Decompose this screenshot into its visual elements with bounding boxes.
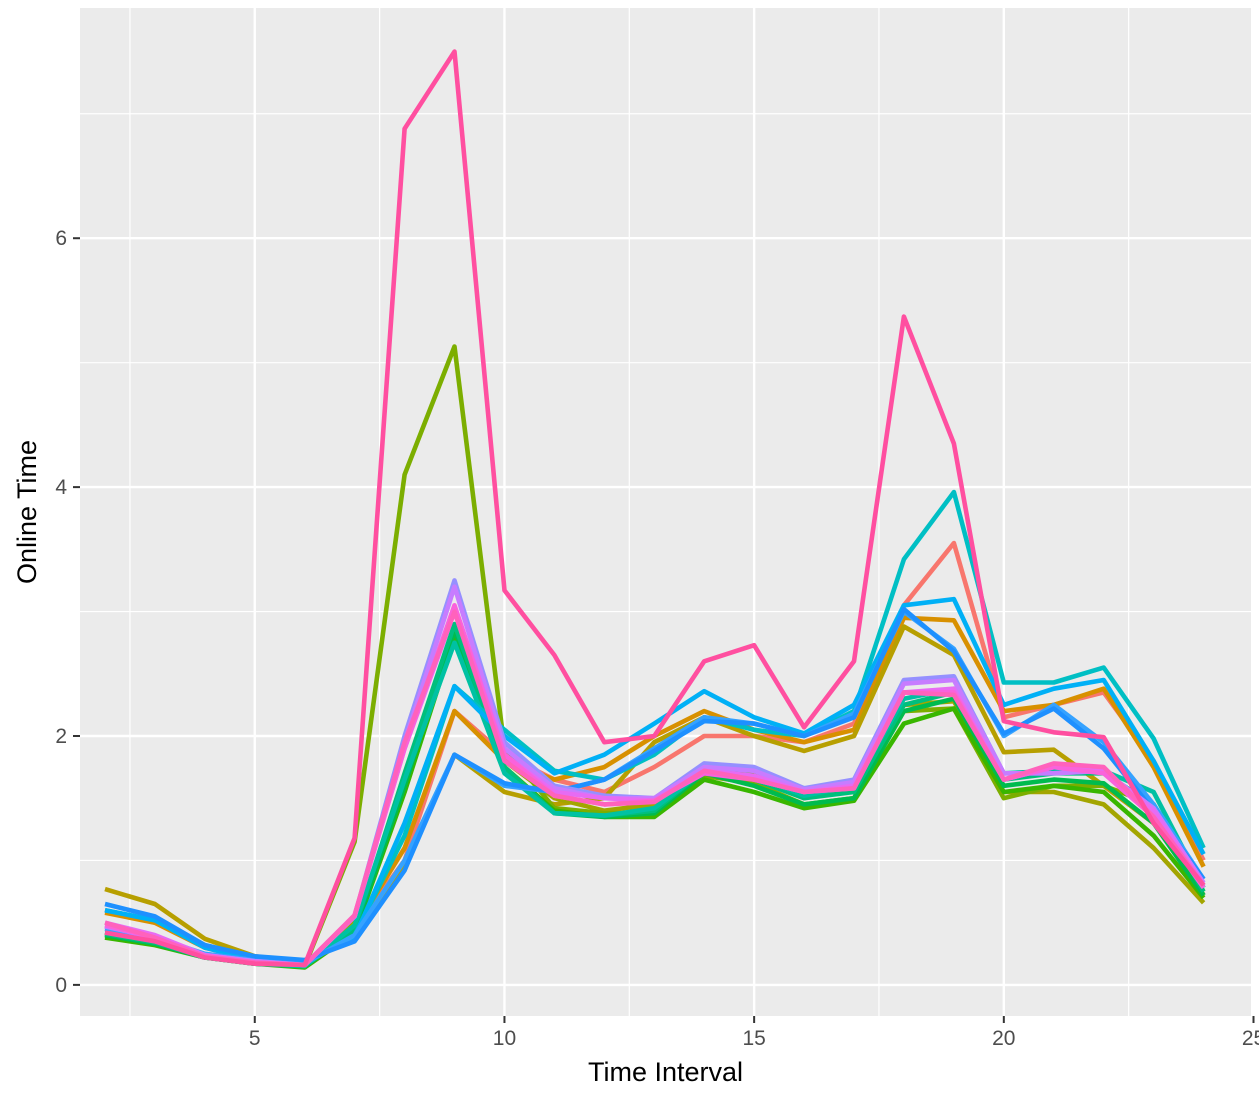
y-tick-label: 6 — [55, 227, 67, 250]
y-axis-title: Online Time — [12, 440, 42, 584]
axis-ticks — [73, 237, 1255, 1023]
series-lines — [104, 49, 1206, 970]
x-axis-title: Time Interval — [588, 1057, 743, 1087]
x-tick-label: 5 — [249, 1027, 261, 1050]
tick-labels: 5 10 15 20 25 0 2 4 6 — [55, 227, 1259, 1050]
y-tick-label: 0 — [55, 974, 67, 997]
x-tick-label: 25 — [1242, 1027, 1259, 1050]
x-tick-label: 15 — [742, 1027, 765, 1050]
y-tick-label: 4 — [55, 476, 67, 499]
y-tick-label: 2 — [55, 725, 67, 748]
plot-panel — [80, 8, 1251, 1016]
series-line-19 — [104, 49, 1206, 968]
x-tick-label: 20 — [992, 1027, 1015, 1050]
grid-lines — [80, 8, 1255, 1016]
x-tick-label: 10 — [493, 1027, 516, 1050]
